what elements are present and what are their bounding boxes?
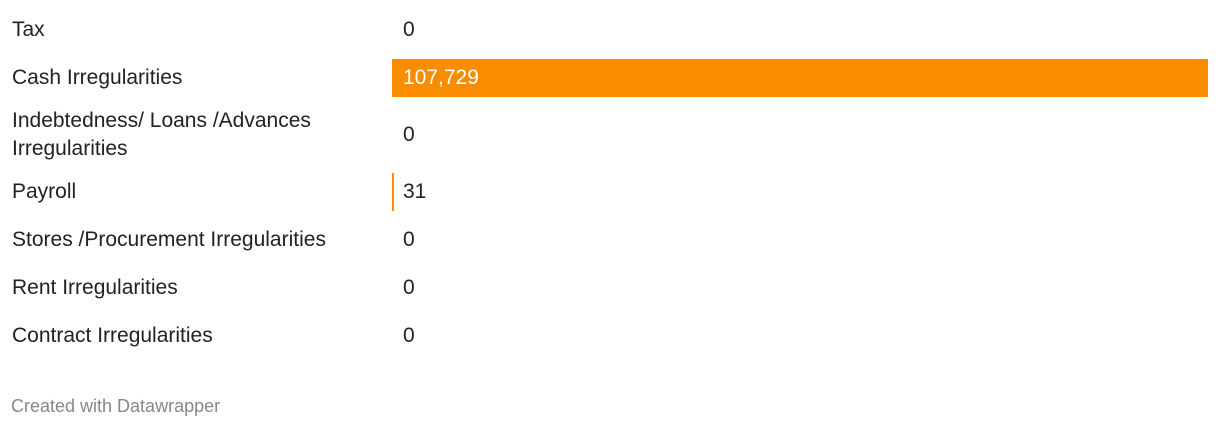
bar [392,59,1208,97]
category-label: Tax [12,18,45,41]
plot-area: 0 [392,221,1208,259]
value-label: 0 [403,324,415,347]
row: Rent Irregularities 0 [12,269,1208,307]
value-label: 0 [403,276,415,299]
value-label: 31 [403,180,427,203]
chart: Tax 0 Cash Irregularities 107,729 Indebtedne… [12,11,1208,365]
plot-area: 0 [392,269,1208,307]
plot-area: 0 [392,317,1208,355]
row: Stores /Procurement Irregularities 0 [12,221,1208,259]
category-label: Payroll [12,180,77,203]
row: Contract Irregularities 0 [12,317,1208,355]
category-label: Cash Irregularities [12,66,183,89]
category-label: Rent Irregularities [12,276,178,299]
plot-area: 0 [392,11,1208,49]
category-label: Contract Irregularities [12,324,213,347]
credit: Created with Datawrapper [11,396,221,416]
plot-area: 0 [392,116,1208,154]
row: Indebtedness/ Loans /Advances Irregulari… [12,107,1208,163]
category-label: Indebtedness/ Loans /Advances Irregulari… [12,109,311,160]
value-label: 107,729 [403,66,479,89]
plot-area: 31 [392,173,1208,211]
value-label: 0 [403,228,415,251]
value-label: 0 [403,123,415,146]
row: Tax 0 [12,11,1208,49]
plot-area: 107,729 [392,59,1208,97]
row: Cash Irregularities 107,729 [12,59,1208,97]
value-label: 0 [403,18,415,41]
category-label: Stores /Procurement Irregularities [12,228,326,251]
bar [392,173,394,211]
row: Payroll 31 [12,173,1208,211]
